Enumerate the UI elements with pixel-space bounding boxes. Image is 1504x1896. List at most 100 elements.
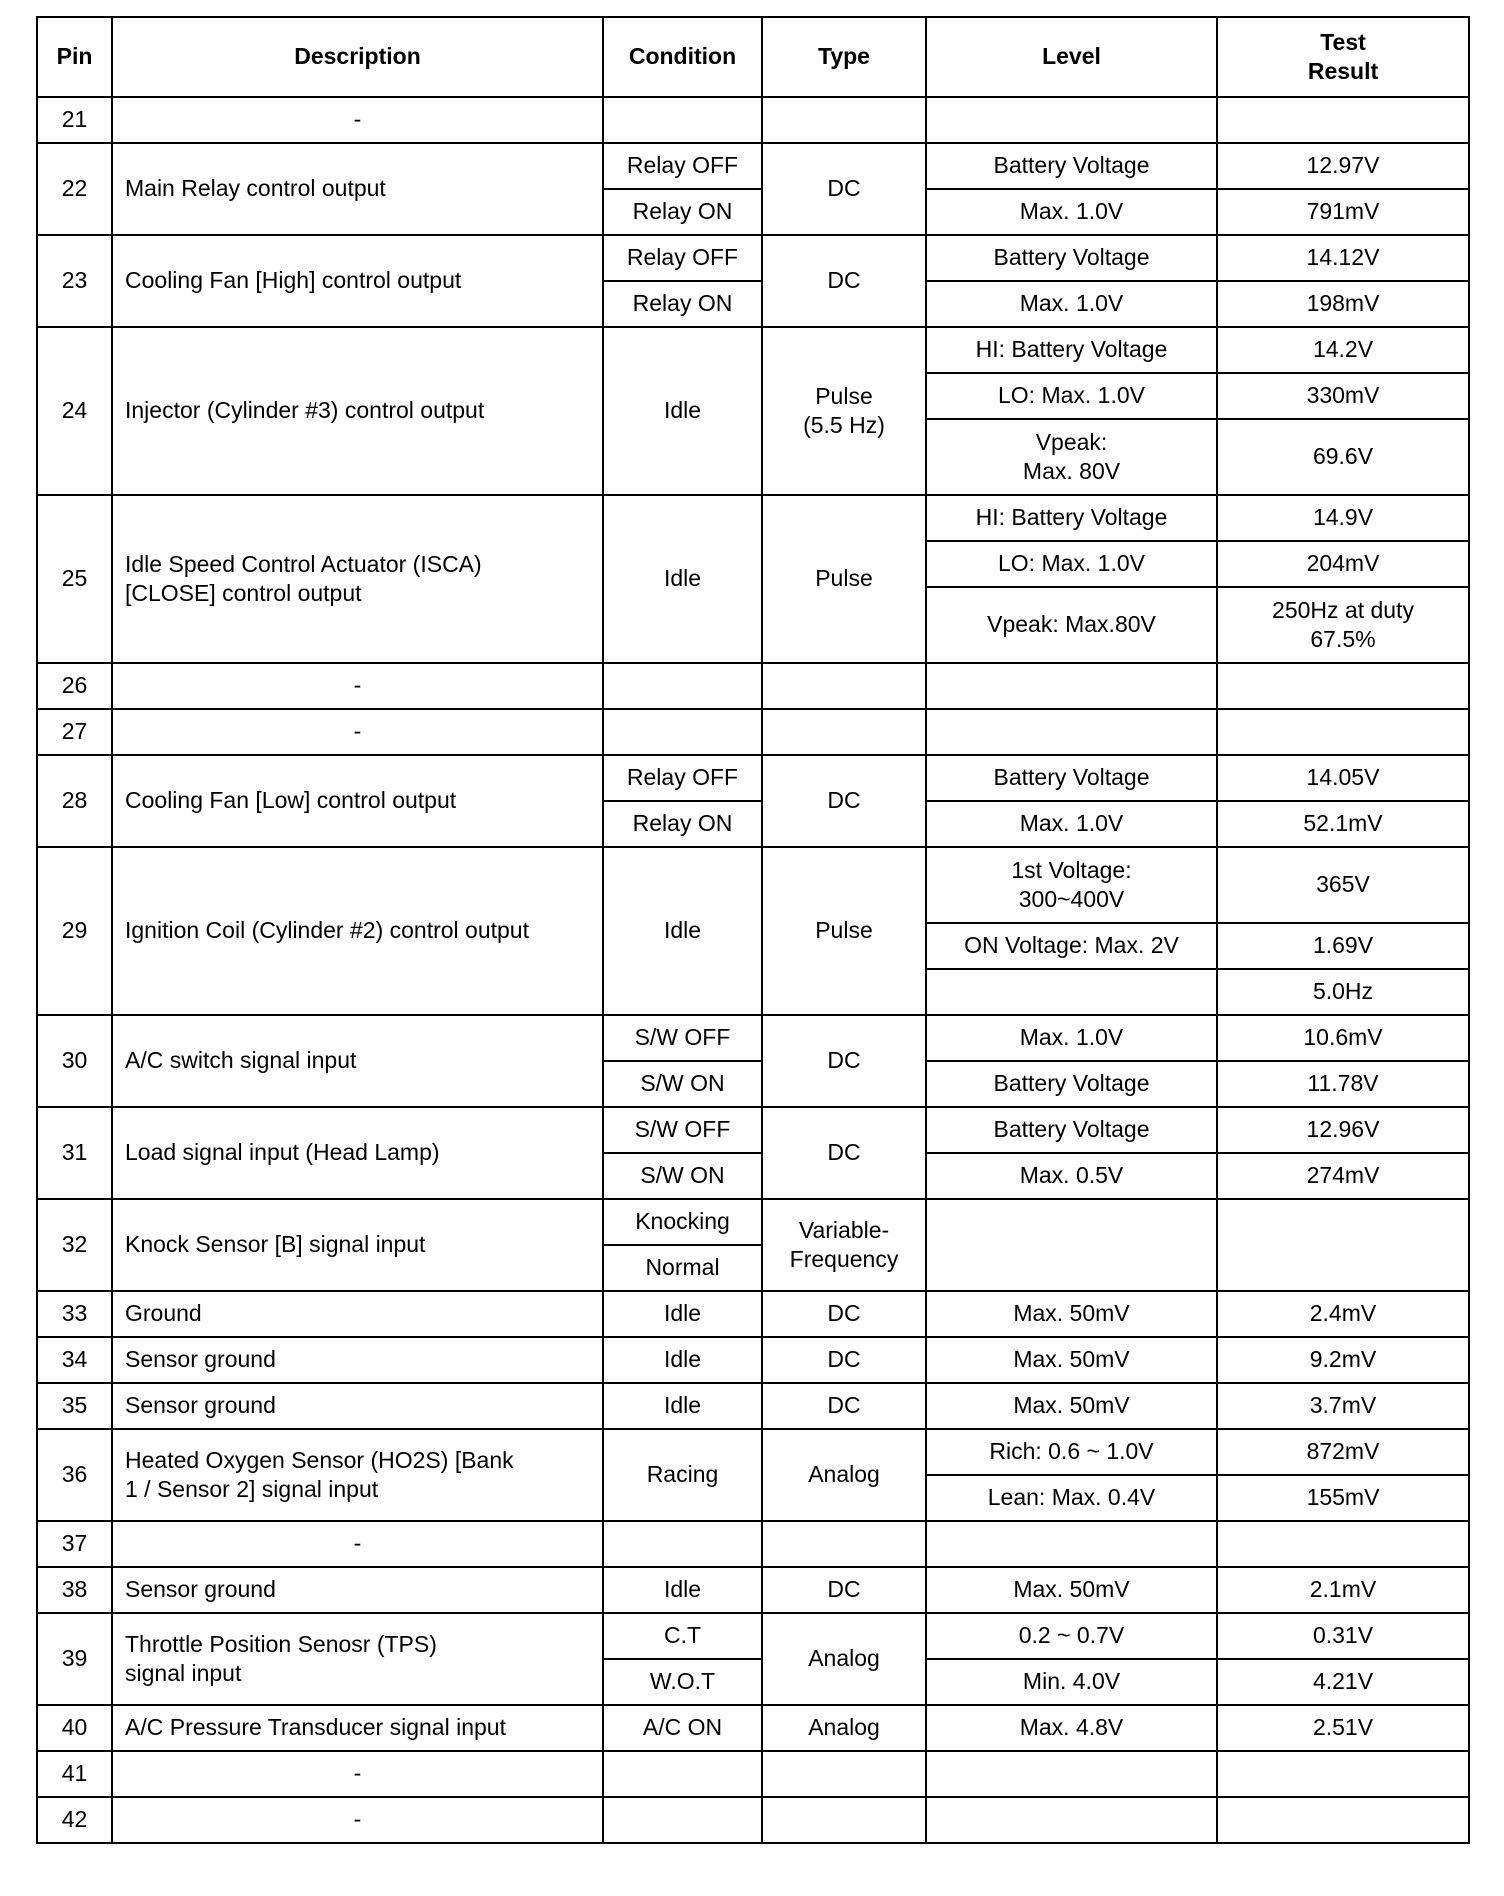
pin-description: Sensor ground [111,1566,604,1614]
signal-type: Analog [761,1612,927,1706]
pin-number: 25 [36,494,113,664]
pin-description: Ignition Coil (Cylinder #2) control outp… [111,846,604,1016]
table-row: 30 A/C switch signal input S/W OFF DC Max. 1… [36,1014,1470,1108]
level-cell: Vpeak: Max.80V [925,586,1218,664]
table-row: Relay ON Max. 1.0V 791mV [37,188,1470,236]
test-result-cell [1216,1520,1470,1568]
condition-cell: Normal [602,1244,763,1292]
condition-cell: Relay ON [602,800,763,848]
table-row: 23 Cooling Fan [High] control output Relay… [36,234,1470,328]
pin-number: 34 [36,1336,113,1384]
table-row: 28 Cooling Fan [Low] control output Relay … [36,754,1470,848]
table-row: Vpeak: Max.80V 250Hz at duty 67.5% [37,586,1470,664]
test-result-cell: 11.78V [1216,1060,1470,1108]
condition-cell: Idle [602,1336,763,1384]
condition-cell: Relay OFF [602,142,763,190]
table-row: 5.0Hz [37,968,1470,1016]
test-result-cell: 52.1mV [1216,800,1470,848]
test-result-cell: 5.0Hz [1216,968,1470,1016]
level-cell: Max. 50mV [925,1382,1218,1430]
level-cell [925,1520,1218,1568]
table-row: 36 Heated Oxygen Sensor (HO2S) [Bank 1 / … [36,1428,1470,1522]
signal-type [761,1750,927,1798]
signal-type: DC [761,1336,927,1384]
level-cell: Battery Voltage [925,754,1218,802]
level-cell: Max. 50mV [925,1336,1218,1384]
test-result-cell: 12.96V [1216,1106,1470,1154]
pin-number: 37 [36,1520,113,1568]
level-cell: LO: Max. 1.0V [925,540,1218,588]
condition-cell: Idle [602,494,763,664]
condition-cell [602,96,763,144]
level-cell: Rich: 0.6 ~ 1.0V [925,1428,1218,1476]
pin-description: - [111,1520,604,1568]
signal-type: DC [761,1014,927,1108]
header-description: Description [111,16,604,98]
test-result-cell: 198mV [1216,280,1470,328]
test-result-cell: 10.6mV [1216,1014,1470,1062]
level-cell: Max. 1.0V [925,188,1218,236]
test-result-cell: 1.69V [1216,922,1470,970]
level-cell: Battery Voltage [925,1106,1218,1154]
table-row: 33 Ground Idle DC Max. 50mV 2.4mV [36,1290,1470,1338]
table-row: Vpeak: Max. 80V 69.6V [37,418,1470,496]
signal-type: DC [761,1382,927,1430]
pin-number: 24 [36,326,113,496]
pin-description: - [111,662,604,710]
condition-cell: Knocking [602,1198,763,1246]
pin-number: 27 [36,708,113,756]
signal-type: DC [761,1106,927,1200]
table-row: 31 Load signal input (Head Lamp) S/W OFF DC… [36,1106,1470,1200]
level-cell: LO: Max. 1.0V [925,372,1218,420]
table-row: W.O.T Min. 4.0V 4.21V [37,1658,1470,1706]
level-cell [925,96,1218,144]
condition-cell: Idle [602,1382,763,1430]
table-row: 27- [36,708,1470,756]
table-row: S/W ON Max. 0.5V 274mV [37,1152,1470,1200]
test-result-cell: 3.7mV [1216,1382,1470,1430]
condition-cell [602,1796,763,1844]
test-result-cell: 14.2V [1216,326,1470,374]
condition-cell: S/W ON [602,1060,763,1108]
condition-cell: Idle [602,1566,763,1614]
pin-number: 39 [36,1612,113,1706]
level-cell [925,1750,1218,1798]
table-row: 26- [36,662,1470,710]
level-cell: HI: Battery Voltage [925,494,1218,542]
test-result-cell: 2.4mV [1216,1290,1470,1338]
signal-type: Analog [761,1704,927,1752]
condition-cell: Relay ON [602,188,763,236]
test-result-cell: 14.05V [1216,754,1470,802]
pin-description: Injector (Cylinder #3) control output [111,326,604,496]
table-row: 24 Injector (Cylinder #3) control output I… [36,326,1470,496]
signal-type: Analog [761,1428,927,1522]
test-result-cell: 12.97V [1216,142,1470,190]
pin-description: Idle Speed Control Actuator (ISCA) [CLOS… [111,494,604,664]
test-result-cell: 0.31V [1216,1612,1470,1660]
pin-description: Heated Oxygen Sensor (HO2S) [Bank 1 / Se… [111,1428,604,1522]
condition-cell [602,1520,763,1568]
test-result-cell: 2.51V [1216,1704,1470,1752]
pin-number: 40 [36,1704,113,1752]
condition-cell: Idle [602,1290,763,1338]
pin-description: A/C Pressure Transducer signal input [111,1704,604,1752]
pin-description: Cooling Fan [Low] control output [111,754,604,848]
pin-number: 26 [36,662,113,710]
condition-cell: C.T [602,1612,763,1660]
level-cell: ON Voltage: Max. 2V [925,922,1218,970]
test-result-cell: 274mV [1216,1152,1470,1200]
signal-type [761,96,927,144]
header-row: Pin Description Condition Type Level Tes… [36,16,1470,98]
level-cell: HI: Battery Voltage [925,326,1218,374]
condition-cell [602,1750,763,1798]
level-cell: Battery Voltage [925,234,1218,282]
level-cell [925,708,1218,756]
pin-description: Sensor ground [111,1336,604,1384]
signal-type: Variable- Frequency [761,1198,927,1292]
level-cell: Min. 4.0V [925,1658,1218,1706]
signal-type: DC [761,1566,927,1614]
table-row: 34 Sensor ground Idle DC Max. 50mV 9.2mV [36,1336,1470,1384]
level-cell [925,1198,1218,1292]
pin-description: - [111,708,604,756]
table-row: 21- [36,96,1470,144]
